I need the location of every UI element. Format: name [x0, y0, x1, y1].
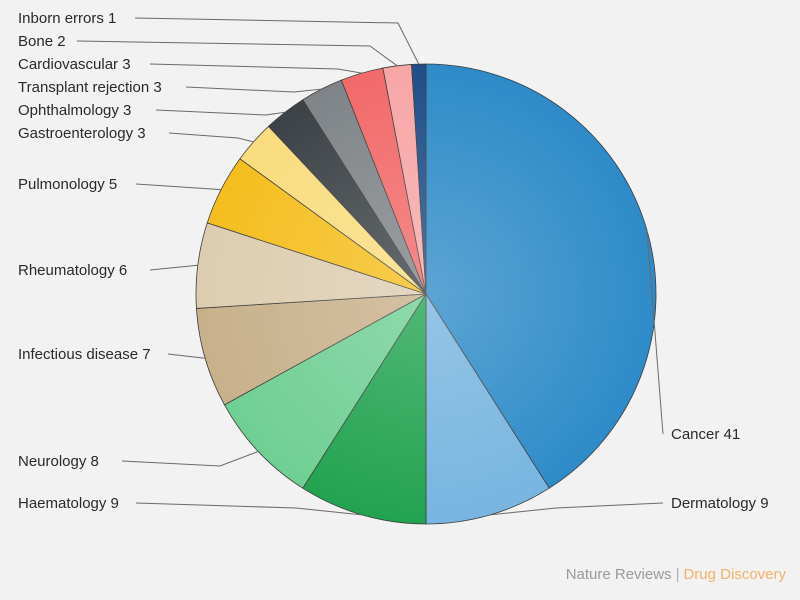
publisher-credit: Nature Reviews | Drug Discovery [566, 566, 786, 583]
leader-line-transplant-rejection [185, 86, 322, 93]
leader-line-haematology [135, 502, 362, 516]
leader-line-neurology [121, 450, 259, 467]
slice-label-neurology: Neurology 8 [18, 453, 99, 470]
slice-label-gastroenterology: Gastroenterology 3 [18, 125, 146, 142]
slice-label-haematology: Haematology 9 [18, 495, 119, 512]
slice-label-inborn-errors: Inborn errors 1 [18, 10, 116, 27]
slice-label-cardiovascular: Cardiovascular 3 [18, 56, 131, 73]
leader-line-cardiovascular [149, 63, 362, 74]
slice-label-transplant-rejection: Transplant rejection 3 [18, 79, 162, 96]
slice-label-bone: Bone 2 [18, 33, 66, 50]
credit-section: Drug Discovery [683, 566, 786, 583]
slice-label-dermatology: Dermatology 9 [671, 495, 769, 512]
credit-separator: | [675, 566, 680, 583]
leader-line-inborn-errors [134, 17, 420, 65]
credit-journal: Nature Reviews [565, 566, 672, 583]
leader-line-gastroenterology [168, 132, 254, 143]
leader-line-ophthalmology [155, 109, 286, 116]
leader-line-bone [76, 40, 398, 67]
leader-line-infectious-disease [167, 353, 206, 359]
leader-line-rheumatology [149, 264, 198, 271]
leader-line-cancer [646, 229, 664, 435]
pie-labels: Cancer 41 Dermatology 9 Haematology 9 Neuro… [18, 10, 769, 516]
slice-label-infectious-disease: Infectious disease 7 [18, 346, 151, 363]
leader-line-pulmonology [135, 183, 222, 191]
slice-label-ophthalmology: Ophthalmology 3 [18, 102, 131, 119]
slice-label-pulmonology: Pulmonology 5 [18, 176, 117, 193]
pie-slices [195, 63, 657, 525]
leader-line-dermatology [490, 502, 664, 516]
slice-label-rheumatology: Rheumatology 6 [18, 262, 127, 279]
slice-label-cancer: Cancer 41 [671, 426, 740, 443]
